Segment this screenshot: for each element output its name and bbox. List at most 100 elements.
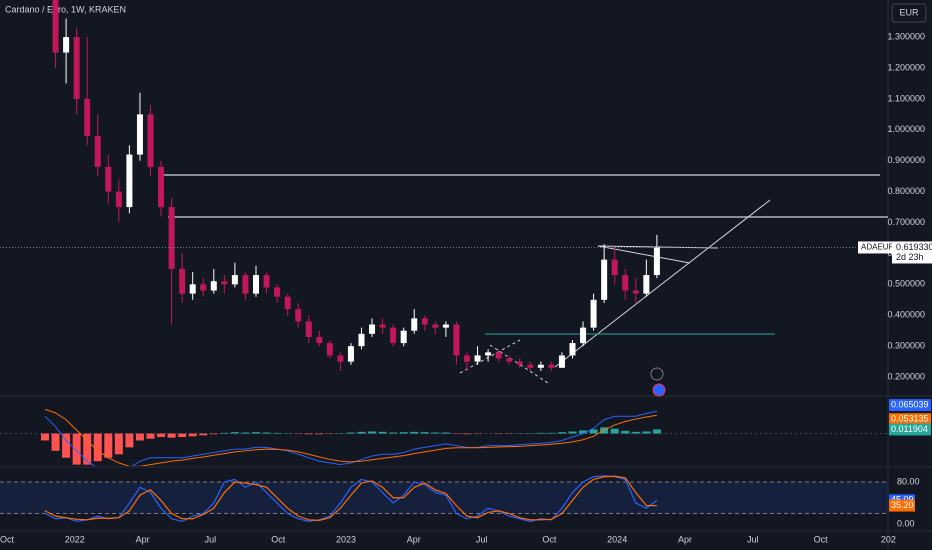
x-tick-label: Jul [747, 534, 759, 544]
histogram-bar [357, 431, 366, 434]
histogram-bar [157, 433, 166, 438]
pane [0, 408, 888, 466]
x-tick-label: Apr [407, 534, 421, 544]
value-badge [889, 399, 931, 412]
value-badge-label: 0.053135 [891, 414, 929, 424]
histogram-bar [62, 433, 71, 458]
candle-body [527, 364, 534, 368]
histogram-bar [146, 433, 155, 439]
candle-body [73, 37, 80, 99]
candle-body [284, 296, 291, 310]
currency-label: EUR [899, 7, 919, 17]
x-tick-label: Jul [476, 534, 488, 544]
currency-button[interactable] [891, 3, 927, 23]
x-tick-label: 2024 [607, 534, 627, 544]
x-tick-label: 2022 [65, 534, 85, 544]
y-tick-label: 80.00 [897, 476, 920, 486]
histogram-bar [547, 432, 556, 434]
candle-body [411, 318, 418, 331]
candle-body [474, 355, 481, 362]
histogram-bar [378, 431, 387, 434]
histogram-bar [209, 433, 218, 435]
candle-body [63, 37, 70, 53]
histogram-bar [631, 431, 640, 434]
candle-body [590, 299, 597, 328]
candle-body [94, 135, 101, 167]
candle-body [242, 275, 249, 294]
candle-body [105, 166, 112, 192]
histogram-bar [420, 432, 429, 434]
histogram-bar [463, 433, 471, 435]
candle-body [231, 275, 238, 285]
stoch-line [44, 475, 657, 521]
value-badge [889, 423, 931, 436]
candle-body [347, 346, 354, 362]
histogram-bar [252, 432, 260, 434]
candle-body [516, 361, 523, 365]
candle-body [305, 321, 312, 337]
histogram-bar [83, 433, 92, 465]
trend-line [554, 199, 771, 368]
histogram-bar [230, 432, 239, 434]
candle-body [464, 355, 470, 362]
symbol-label: ADAEUR [861, 243, 895, 252]
symbol-badge [858, 241, 892, 254]
candle-body [295, 309, 302, 322]
histogram-bar [93, 433, 102, 462]
histogram-bar [262, 432, 271, 434]
candle-body [84, 98, 91, 136]
candle-body [358, 333, 365, 347]
candle-body [453, 324, 460, 356]
histogram-bar [51, 433, 60, 451]
y-tick-label: 0.300000 [887, 341, 925, 351]
candle-body [158, 166, 165, 208]
candle-body [653, 247, 660, 276]
event-icon[interactable] [650, 367, 664, 381]
histogram-bar [346, 432, 355, 434]
value-badge [889, 413, 931, 426]
candle-body [263, 275, 270, 288]
histogram-bar [410, 431, 419, 434]
candle-body [136, 114, 143, 155]
candle-body [253, 275, 259, 294]
candle-body [601, 259, 608, 300]
histogram-bar [642, 431, 651, 434]
histogram-bar [431, 432, 440, 434]
histogram-bar [557, 432, 566, 434]
candle-body [611, 259, 618, 276]
candle-body [421, 318, 428, 325]
histogram-bar [536, 432, 545, 434]
macd-line [44, 408, 657, 466]
histogram-bar [273, 432, 282, 434]
candle-body [558, 355, 565, 368]
histogram-bar [610, 428, 619, 434]
candle-body [369, 324, 376, 334]
drawings [163, 174, 888, 384]
stoch-line [44, 475, 658, 523]
histogram-bar [114, 433, 123, 455]
histogram-bar [621, 430, 630, 434]
candle-body [580, 327, 587, 344]
pane [52, 0, 660, 371]
candle-body [442, 324, 449, 328]
candle-body [200, 284, 207, 291]
histogram-bar [104, 433, 113, 458]
candle-body [569, 343, 576, 356]
y-tick-label: 0.800000 [887, 186, 925, 196]
candle-body [147, 114, 154, 167]
value-badge-label: 0.065039 [891, 399, 929, 409]
candle-body [179, 268, 186, 294]
candle-body [316, 336, 323, 344]
candle-body [168, 207, 175, 269]
histogram-bar [178, 433, 187, 438]
histogram-bar [389, 432, 398, 434]
value-badge-label: 35.20 [891, 500, 914, 510]
event-icon[interactable] [652, 383, 666, 397]
y-tick-label: 0.400000 [887, 310, 925, 320]
x-tick-label: 2023 [336, 534, 356, 544]
y-tick-label: 0.00 [897, 518, 915, 528]
histogram-bar [399, 432, 408, 434]
candle-body [274, 287, 281, 297]
